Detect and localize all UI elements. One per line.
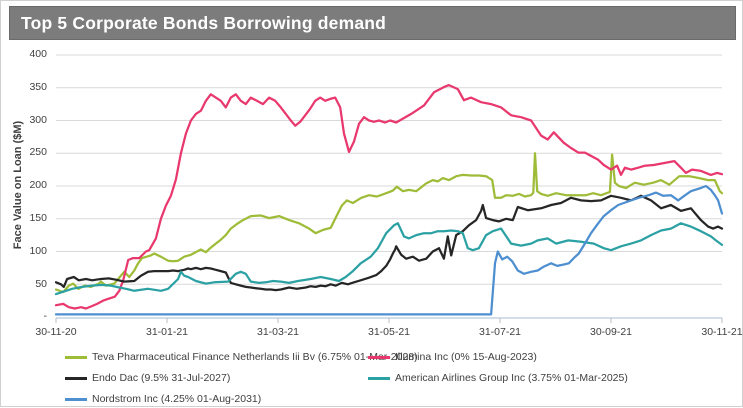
y-tick-150: 150 [29,212,47,224]
legend-item-illumina: Illumina Inc (0% 15-Aug-2023) [368,351,537,363]
legend-label-nordstrom: Nordstrom Inc (4.25% 01-Aug-2031) [92,393,262,405]
legend-label-endo: Endo Dac (9.5% 31-Jul-2027) [92,372,231,384]
y-tick-50: 50 [35,278,47,290]
series-line-3 [54,222,724,296]
legend-label-illumina: Illumina Inc (0% 15-Aug-2023) [395,351,537,363]
legend-item-american-airlines: American Airlines Group Inc (3.75% 01-Ma… [368,372,628,384]
y-tick-100: 100 [29,245,47,257]
x-tick-5: 30-09-21 [589,326,633,338]
legend-swatch-nordstrom [65,397,87,401]
x-tick-4: 31-07-21 [478,326,522,338]
legend-swatch-illumina [368,355,390,359]
legend-item-nordstrom: Nordstrom Inc (4.25% 01-Aug-2031) [65,393,261,405]
series-line-0 [54,152,724,294]
series-line-1 [54,83,724,310]
series-line-2 [54,194,724,292]
y-tick-200: 200 [29,179,47,191]
y-tick-400: 400 [29,48,47,60]
legend-label-american-airlines: American Airlines Group Inc (3.75% 01-Ma… [395,372,628,384]
y-tick-0: - [43,310,48,322]
x-tick-6: 30-11-21 [701,326,743,338]
chart-title: Top 5 Corporate Bonds Borrowing demand [21,12,387,33]
x-tick-3: 31-05-21 [367,326,411,338]
legend-item-endo: Endo Dac (9.5% 31-Jul-2027) [65,372,230,384]
legend-item-teva: Teva Pharmaceutical Finance Netherlands … [65,351,418,363]
series-line-4 [54,184,724,316]
legend-swatch-teva [65,355,87,359]
y-tick-250: 250 [29,146,47,158]
x-tick-2: 31-03-21 [256,326,300,338]
x-tick-1: 31-01-21 [145,326,189,338]
legend-swatch-american-airlines [368,376,390,380]
y-tick-350: 350 [29,81,47,93]
legend-swatch-endo [65,376,87,380]
y-tick-300: 300 [29,114,47,126]
legend-label-teva: Teva Pharmaceutical Finance Netherlands … [92,351,418,363]
x-tick-0: 30-11-20 [35,326,77,338]
chart-title-bar: Top 5 Corporate Bonds Borrowing demand [9,6,736,40]
